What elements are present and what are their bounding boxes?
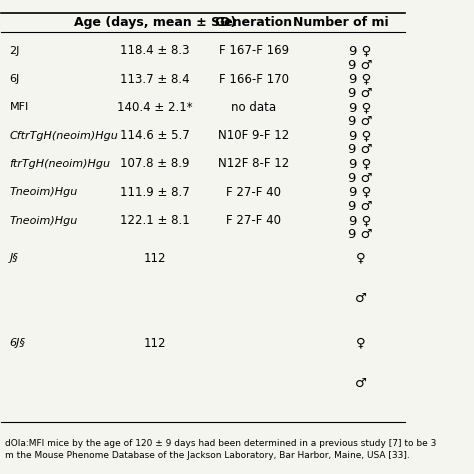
Text: 9 ♂: 9 ♂ (348, 115, 373, 128)
Text: ♀: ♀ (356, 337, 365, 349)
Text: 140.4 ± 2.1*: 140.4 ± 2.1* (117, 101, 192, 114)
Text: 9 ♂: 9 ♂ (348, 87, 373, 100)
Text: MFI: MFI (9, 102, 29, 112)
Text: ♂: ♂ (355, 376, 366, 390)
Text: 9 ♀: 9 ♀ (349, 186, 372, 199)
Text: 112: 112 (144, 337, 166, 349)
Text: 122.1 ± 8.1: 122.1 ± 8.1 (120, 214, 190, 227)
Text: 6J§: 6J§ (9, 338, 26, 348)
Text: 9 ♀: 9 ♀ (349, 157, 372, 171)
Text: 9 ♂: 9 ♂ (348, 200, 373, 213)
Text: 9 ♂: 9 ♂ (348, 172, 373, 184)
Text: F 166-F 170: F 166-F 170 (219, 73, 289, 86)
Text: Number of mi: Number of mi (292, 16, 388, 29)
Text: Tneoim)Hgu: Tneoim)Hgu (9, 216, 78, 226)
Text: 114.6 ± 5.7: 114.6 ± 5.7 (120, 129, 190, 142)
Text: Age (days, mean ± SD): Age (days, mean ± SD) (73, 16, 236, 29)
Text: 112: 112 (144, 252, 166, 264)
Text: Generation: Generation (215, 16, 292, 29)
Text: F 27-F 40: F 27-F 40 (226, 186, 281, 199)
Text: Tneoim)Hgu: Tneoim)Hgu (9, 187, 78, 197)
Text: 9 ♀: 9 ♀ (349, 73, 372, 86)
Text: F 167-F 169: F 167-F 169 (219, 45, 289, 57)
Text: ftrTgH(neoim)Hgu: ftrTgH(neoim)Hgu (9, 159, 110, 169)
Text: N12F 8-F 12: N12F 8-F 12 (218, 157, 289, 171)
Text: 9 ♂: 9 ♂ (348, 228, 373, 241)
Text: 9 ♂: 9 ♂ (348, 143, 373, 156)
Text: ♂: ♂ (355, 292, 366, 305)
Text: no data: no data (231, 101, 276, 114)
Text: 9 ♀: 9 ♀ (349, 129, 372, 142)
Text: 6J: 6J (9, 74, 20, 84)
Text: dOla:MFI mice by the age of 120 ± 9 days had been determined in a previous study: dOla:MFI mice by the age of 120 ± 9 days… (5, 438, 437, 447)
Text: 111.9 ± 8.7: 111.9 ± 8.7 (120, 186, 190, 199)
Text: 9 ♀: 9 ♀ (349, 214, 372, 227)
Text: 9 ♀: 9 ♀ (349, 45, 372, 57)
Text: 9 ♀: 9 ♀ (349, 101, 372, 114)
Text: 118.4 ± 8.3: 118.4 ± 8.3 (120, 45, 190, 57)
Text: F 27-F 40: F 27-F 40 (226, 214, 281, 227)
Text: 107.8 ± 8.9: 107.8 ± 8.9 (120, 157, 190, 171)
Text: J§: J§ (9, 253, 18, 263)
Text: CftrTgH(neoim)Hgu: CftrTgH(neoim)Hgu (9, 131, 118, 141)
Text: 9 ♂: 9 ♂ (348, 58, 373, 72)
Text: m the Mouse Phenome Database of the Jackson Laboratory, Bar Harbor, Maine, USA [: m the Mouse Phenome Database of the Jack… (5, 451, 410, 460)
Text: 2J: 2J (9, 46, 20, 56)
Text: ♀: ♀ (356, 252, 365, 264)
Text: N10F 9-F 12: N10F 9-F 12 (218, 129, 289, 142)
Text: 113.7 ± 8.4: 113.7 ± 8.4 (120, 73, 190, 86)
